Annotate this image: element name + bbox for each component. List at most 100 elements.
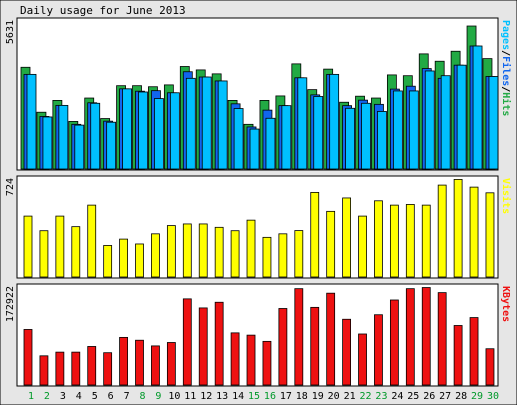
day-label-2: 2	[44, 391, 50, 402]
bar-pages-day-11	[185, 77, 196, 170]
day-label-24: 24	[391, 391, 403, 402]
bar-kbytes-day-12	[198, 307, 208, 386]
bar-visits-day-11	[182, 223, 192, 278]
panel-1: 724 Visits	[5, 175, 512, 279]
bar-kbytes-day-25	[405, 288, 415, 386]
bar-visits-day-17	[278, 233, 288, 278]
legend-entry: /	[500, 50, 511, 56]
day-label-10: 10	[168, 391, 180, 402]
bar-kbytes-day-10	[166, 342, 176, 386]
bar-kbytes-day-29	[469, 317, 479, 386]
bar-kbytes-day-27	[437, 292, 447, 386]
bar-visits-day-23	[374, 200, 383, 278]
bar-pages-day-26	[424, 70, 435, 170]
bar-pages-day-29	[472, 45, 483, 170]
bar-pages-day-10	[169, 92, 180, 170]
bar-kbytes-day-19	[310, 306, 320, 386]
legend-entry: Pages	[500, 20, 511, 50]
bar-pages-day-9	[154, 98, 164, 170]
bar-kbytes-day-14	[230, 332, 240, 386]
plot-area	[16, 283, 499, 387]
bar-visits-day-21	[342, 197, 352, 278]
bar-pages-day-14	[233, 108, 244, 170]
bar-kbytes-day-22	[358, 333, 367, 386]
bar-visits-day-12	[198, 223, 208, 278]
day-label-23: 23	[375, 391, 387, 402]
bar-visits-day-13	[214, 226, 224, 278]
bar-visits-day-29	[469, 186, 479, 278]
day-axis-labels: 1 2 3 4 5 6 7 8 9 10 11 12 13 14 15 16 17 18 19 20 21 22 23 24 2…	[28, 391, 499, 402]
bar-pages-day-20	[329, 73, 340, 170]
bar-kbytes-day-7	[119, 336, 128, 386]
legend-entry: Files	[500, 56, 512, 86]
bar-kbytes-day-28	[453, 325, 463, 386]
day-label-18: 18	[296, 391, 308, 402]
bar-visits-day-10	[166, 225, 176, 278]
bar-visits-day-6	[103, 245, 113, 278]
bar-kbytes-day-26	[421, 287, 431, 386]
panel-2: 172922 KBytes	[5, 283, 511, 387]
day-label-6: 6	[108, 391, 114, 402]
bar-pages-day-4	[74, 124, 85, 170]
bar-visits-day-2	[39, 230, 49, 278]
bar-kbytes-day-16	[262, 340, 272, 386]
legend: Visits	[500, 178, 512, 214]
day-label-26: 26	[423, 391, 435, 402]
bar-pages-day-25	[408, 90, 419, 170]
bar-pages-day-7	[122, 88, 132, 170]
day-label-27: 27	[439, 391, 451, 402]
day-label-7: 7	[124, 391, 130, 402]
bar-visits-day-27	[437, 184, 447, 278]
bar-kbytes-day-15	[246, 334, 256, 386]
bar-kbytes-day-18	[294, 288, 304, 386]
axis-max-label: 172922	[5, 286, 16, 322]
bar-kbytes-day-4	[71, 351, 81, 386]
bar-visits-day-19	[310, 191, 320, 278]
bar-kbytes-day-20	[326, 292, 336, 386]
day-label-5: 5	[92, 391, 98, 402]
bar-pages-day-5	[90, 102, 101, 170]
day-label-9: 9	[155, 391, 161, 402]
bar-kbytes-day-30	[485, 348, 495, 386]
bar-visits-day-28	[453, 179, 463, 278]
bar-visits-day-20	[326, 210, 336, 278]
bar-visits-day-7	[119, 238, 128, 278]
panel-0: 5631 Pages/Files/Hits	[5, 17, 512, 171]
bar-pages-day-8	[138, 91, 148, 170]
day-label-15: 15	[248, 391, 260, 402]
bar-pages-day-6	[106, 121, 117, 170]
legend-entry: KBytes	[500, 286, 511, 322]
axis-max-label: 724	[5, 178, 16, 196]
bar-pages-day-19	[313, 96, 324, 170]
day-label-11: 11	[184, 391, 196, 402]
bar-kbytes-day-9	[151, 345, 160, 386]
legend: KBytes	[500, 286, 511, 322]
bar-pages-day-28	[456, 64, 467, 170]
day-label-29: 29	[471, 391, 483, 402]
day-label-25: 25	[407, 391, 419, 402]
bar-pages-day-27	[440, 75, 451, 170]
legend-entry: /	[500, 86, 511, 92]
chart-title: Daily usage for June 2013	[20, 4, 186, 17]
day-label-3: 3	[60, 391, 66, 402]
bar-kbytes-day-3	[55, 351, 65, 386]
bar-visits-day-18	[294, 230, 304, 278]
bar-pages-day-15	[249, 128, 260, 170]
bar-visits-day-26	[421, 204, 431, 278]
day-label-1: 1	[28, 391, 34, 402]
bar-pages-day-18	[297, 77, 308, 170]
bar-pages-day-1	[26, 73, 37, 170]
day-label-16: 16	[264, 391, 276, 402]
bar-kbytes-day-5	[87, 346, 97, 386]
plot-area	[16, 175, 499, 279]
bar-visits-day-5	[87, 204, 97, 278]
legend-entry: Visits	[500, 178, 512, 214]
bar-kbytes-day-24	[389, 299, 399, 386]
day-label-14: 14	[232, 391, 244, 402]
bar-pages-day-30	[488, 76, 499, 170]
bar-pages-day-21	[345, 107, 356, 170]
bar-visits-day-16	[262, 236, 272, 278]
bar-pages-day-24	[392, 90, 403, 170]
legend-entry: Hits	[500, 92, 512, 116]
